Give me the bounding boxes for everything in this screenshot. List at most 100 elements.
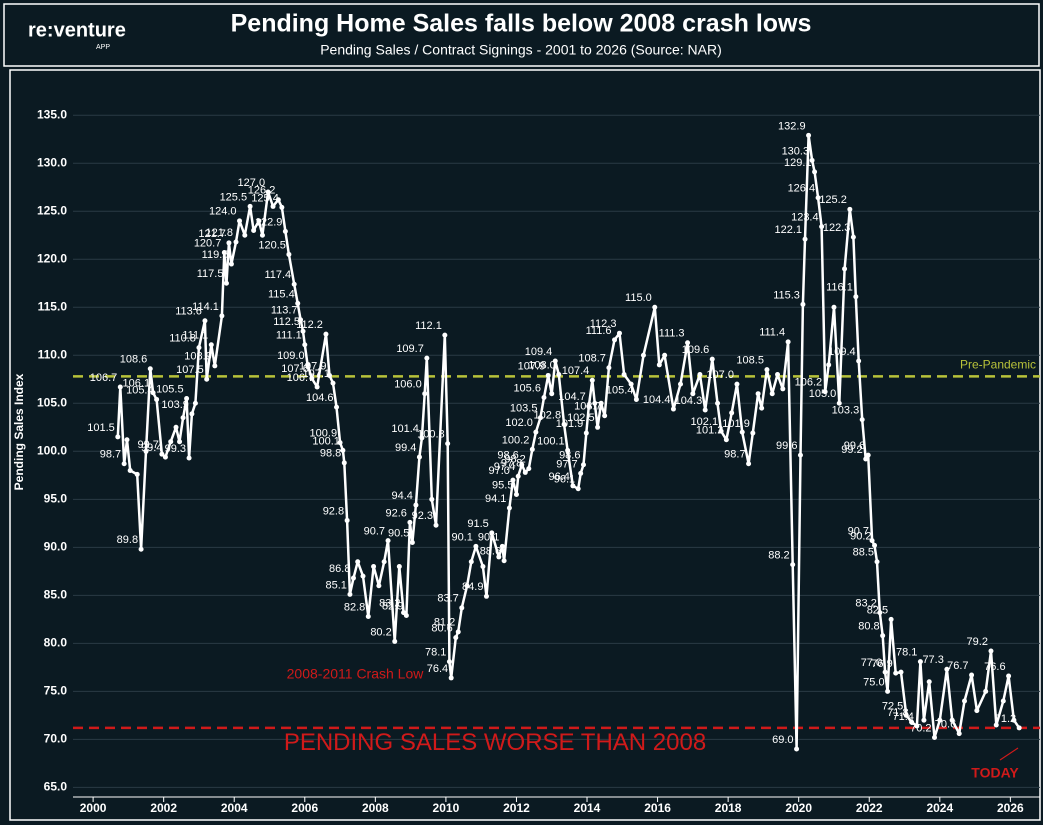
data-point — [921, 717, 927, 723]
data-label: 109.6 — [682, 344, 710, 356]
data-point — [429, 496, 435, 502]
data-point — [223, 280, 229, 286]
data-label: 102.8 — [534, 409, 562, 421]
data-label: 90.7 — [364, 526, 385, 538]
data-point — [592, 400, 598, 406]
data-point — [678, 381, 684, 387]
data-point — [168, 439, 174, 445]
data-label: 80.2 — [370, 626, 391, 638]
data-label: 124.0 — [209, 206, 237, 218]
data-label: 106.1 — [123, 378, 151, 390]
data-point — [662, 352, 668, 358]
data-point — [143, 448, 149, 454]
data-label: 86.8 — [329, 563, 350, 575]
data-label: 78.1 — [896, 647, 917, 659]
data-point — [806, 132, 812, 138]
data-point — [949, 717, 955, 723]
data-label: 99.6 — [844, 440, 865, 452]
logo-sub: APP — [96, 44, 110, 51]
data-point — [416, 454, 422, 460]
data-point — [819, 224, 825, 230]
data-point — [184, 395, 190, 401]
data-point — [809, 157, 815, 163]
data-label: 101.4 — [391, 423, 419, 435]
data-point — [575, 486, 581, 492]
data-point — [850, 234, 856, 240]
data-label: 102.0 — [505, 417, 533, 429]
data-point — [794, 746, 800, 752]
x-tick-label: 2014 — [574, 801, 601, 815]
data-point — [797, 452, 803, 458]
data-label: 127.0 — [238, 177, 266, 189]
data-point — [496, 554, 502, 560]
y-tick-label: 85.0 — [44, 588, 68, 602]
data-label: 125.4 — [251, 192, 279, 204]
data-point — [204, 376, 210, 382]
data-label: 103.5 — [510, 403, 538, 415]
x-tick-label: 2018 — [715, 801, 742, 815]
data-point — [616, 330, 622, 336]
data-label: 107.4 — [562, 365, 590, 377]
data-label: 104.6 — [306, 392, 334, 404]
data-point — [515, 473, 521, 479]
data-point — [549, 391, 555, 397]
data-label: 103.3 — [832, 405, 860, 417]
data-point — [385, 538, 391, 544]
data-label: 114.1 — [192, 301, 219, 313]
data-point — [533, 429, 539, 435]
annotation: TODAY — [971, 765, 1019, 781]
data-label: 125.2 — [819, 194, 847, 206]
data-point — [340, 447, 346, 453]
data-point — [847, 206, 853, 212]
data-label: 98.8 — [320, 448, 341, 460]
data-point — [993, 722, 999, 728]
data-label: 71.8 — [887, 707, 908, 719]
data-label: 102.1 — [691, 416, 719, 428]
data-point — [127, 468, 133, 474]
data-point — [256, 218, 262, 224]
data-label: 75.0 — [863, 676, 884, 688]
data-label: 82.8 — [344, 601, 365, 613]
data-point — [859, 417, 865, 423]
x-tick-label: 2026 — [997, 801, 1024, 815]
data-point — [298, 317, 304, 323]
data-label: 99.6 — [776, 440, 797, 452]
data-label: 106.7 — [90, 372, 118, 384]
data-point — [419, 435, 425, 441]
data-label: 108.7 — [578, 353, 606, 365]
data-point — [815, 195, 821, 201]
data-point — [1000, 698, 1006, 704]
data-label: 113.6 — [175, 306, 202, 318]
data-point — [670, 406, 676, 412]
data-point — [251, 227, 257, 233]
data-point — [836, 400, 842, 406]
data-label: 111.1 — [182, 330, 208, 342]
data-point — [337, 440, 343, 446]
x-tick-label: 2002 — [150, 801, 177, 815]
data-label: 77.3 — [922, 654, 943, 666]
data-point — [893, 670, 899, 676]
data-point — [459, 605, 465, 611]
data-point — [323, 331, 329, 337]
data-point — [242, 232, 248, 238]
data-point — [208, 342, 214, 348]
data-label: 89.8 — [117, 534, 138, 546]
data-point — [513, 492, 519, 498]
data-label: 106.7 — [287, 372, 315, 384]
data-point — [115, 434, 121, 440]
data-label: 105.5 — [156, 383, 184, 395]
data-point — [468, 559, 474, 565]
data-point — [212, 363, 218, 369]
data-point — [932, 734, 938, 740]
data-point — [371, 564, 377, 570]
data-label: 122.3 — [823, 222, 851, 234]
data-point — [360, 573, 366, 579]
data-label: 76.6 — [984, 661, 1005, 673]
data-label: 82.5 — [867, 604, 888, 616]
data-point — [150, 390, 156, 396]
data-label: 112.3 — [590, 318, 617, 330]
data-point — [519, 462, 525, 468]
data-point — [291, 281, 297, 287]
data-point — [270, 203, 276, 209]
